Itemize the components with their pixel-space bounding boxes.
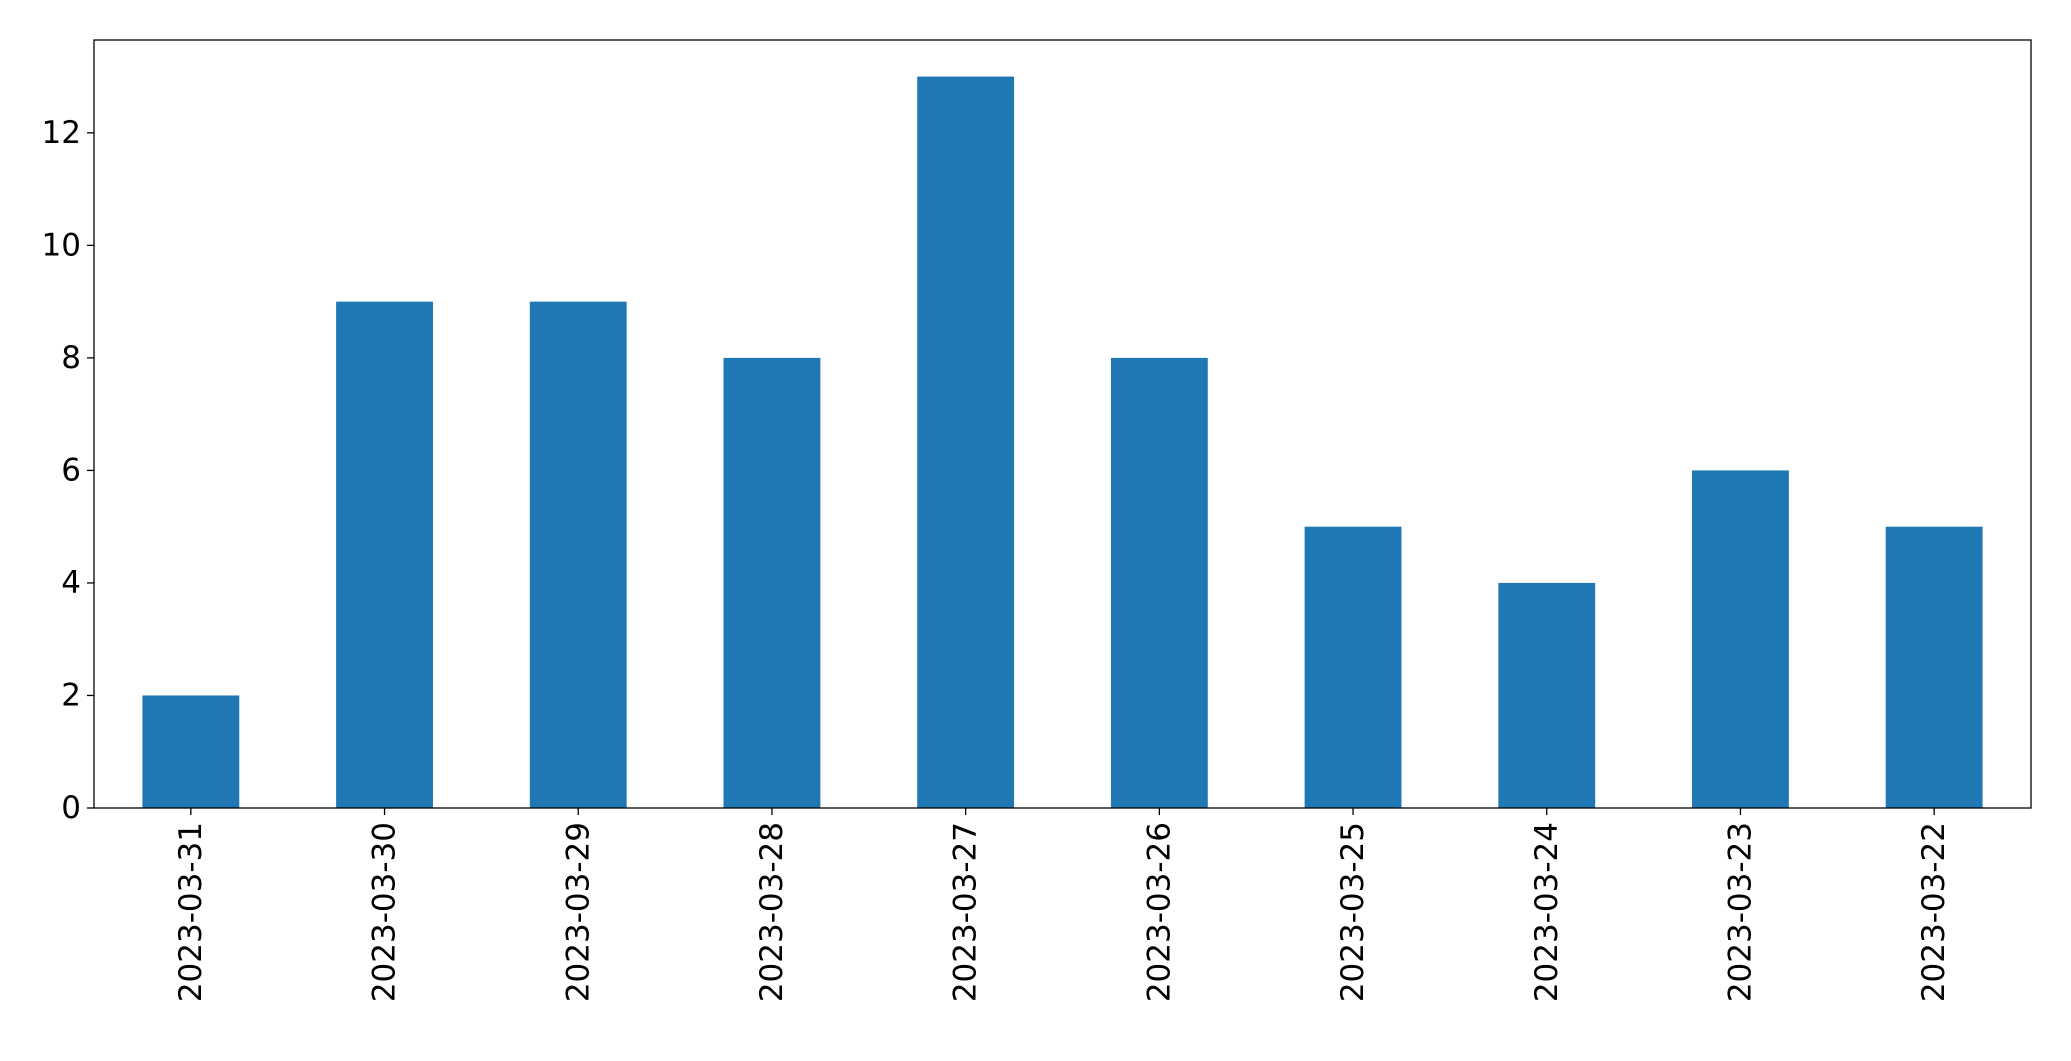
x-tick-label: 2023-03-24	[1529, 822, 1565, 1002]
bar	[1498, 582, 1596, 808]
bar	[1885, 526, 1983, 808]
bar	[1304, 526, 1402, 808]
bar	[723, 357, 821, 808]
y-tick-label: 8	[61, 340, 81, 376]
x-tick-label: 2023-03-31	[173, 822, 209, 1002]
x-tick-label: 2023-03-22	[1916, 822, 1952, 1002]
y-tick-label: 4	[61, 565, 81, 601]
bar	[142, 695, 240, 808]
x-tick-label: 2023-03-23	[1722, 822, 1758, 1002]
x-tick-label: 2023-03-26	[1141, 822, 1177, 1002]
bar	[1110, 357, 1208, 808]
x-tick-label: 2023-03-28	[754, 822, 790, 1002]
bar	[1692, 470, 1789, 808]
y-tick-label: 6	[61, 452, 81, 488]
bar	[917, 76, 1015, 809]
y-tick-label: 12	[42, 115, 81, 151]
y-tick-label: 10	[42, 227, 81, 263]
plot-frame	[93, 39, 2032, 809]
x-tick-label: 2023-03-27	[948, 822, 984, 1002]
x-tick-label: 2023-03-29	[560, 822, 596, 1002]
bar	[529, 301, 627, 808]
x-tick-label: 2023-03-30	[367, 822, 403, 1002]
y-tick-label: 2	[61, 677, 81, 713]
y-tick-label: 0	[61, 790, 81, 826]
bar	[336, 301, 433, 808]
x-tick-label: 2023-03-25	[1335, 822, 1371, 1002]
